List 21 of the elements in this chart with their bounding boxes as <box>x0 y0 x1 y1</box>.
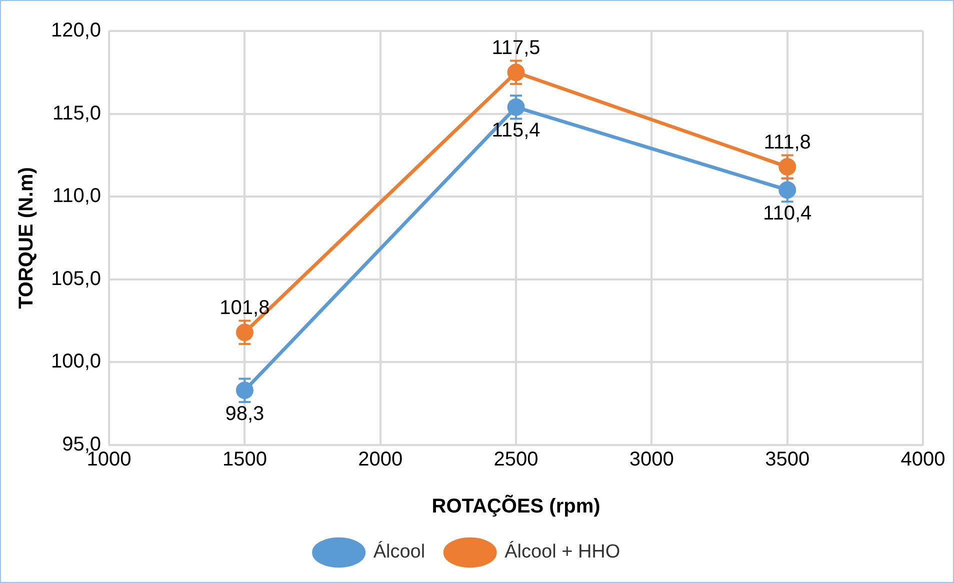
data-label: 117,5 <box>492 36 540 59</box>
data-label: 98,3 <box>225 402 264 425</box>
x-tick-label: 4000 <box>900 448 946 471</box>
legend-label: Álcool <box>373 540 426 563</box>
x-tick-label: 3500 <box>765 448 810 471</box>
data-label: 115,4 <box>492 120 540 142</box>
data-label: 111,8 <box>764 131 811 154</box>
legend-label: Álcool + HHO <box>504 540 620 563</box>
y-axis-title: TORQUE (N.m) <box>16 167 38 309</box>
y-tick-label: 100,0 <box>50 350 102 373</box>
y-tick-label: 115,0 <box>52 102 102 124</box>
y-tick-label: 105,0 <box>50 268 102 290</box>
y-tick-label: 110,0 <box>52 185 102 208</box>
x-tick-label: 3000 <box>629 448 674 471</box>
y-tick-label: 120,0 <box>50 20 102 42</box>
x-tick-label: 2000 <box>358 448 403 471</box>
x-tick-label: 2500 <box>494 448 538 471</box>
x-axis-title: ROTAÇÕES (rpm) <box>432 494 600 518</box>
data-label: 101,8 <box>220 296 270 319</box>
data-label: 110,4 <box>763 202 812 224</box>
x-tick-label: 1500 <box>222 448 267 471</box>
